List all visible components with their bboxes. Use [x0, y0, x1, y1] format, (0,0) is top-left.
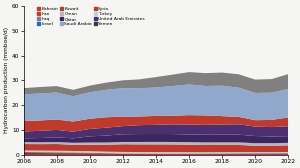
- Y-axis label: Hydrocarbon production (mmboe/d): Hydrocarbon production (mmboe/d): [4, 27, 9, 134]
- Legend: Bahrain, Iran, Iraq, Israel, Kuwait, Oman, Qatar, Saudi Arabia, Syria, Turkey, U: Bahrain, Iran, Iraq, Israel, Kuwait, Oma…: [36, 7, 145, 26]
